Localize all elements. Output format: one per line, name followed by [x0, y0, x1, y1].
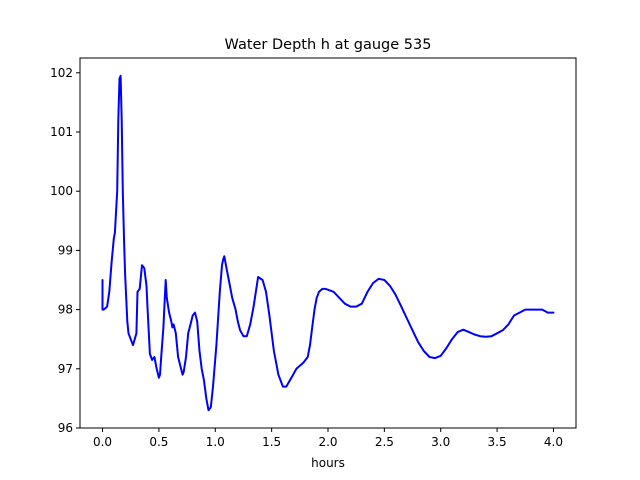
- x-tick-label: 4.0: [544, 435, 563, 449]
- x-tick-label: 3.0: [431, 435, 450, 449]
- y-tick-label: 100: [50, 184, 73, 198]
- y-tick-label: 98: [58, 303, 73, 317]
- x-tick-label: 0.0: [93, 435, 112, 449]
- x-tick-label: 2.5: [375, 435, 394, 449]
- x-tick-label: 2.0: [318, 435, 337, 449]
- x-tick-label: 1.0: [206, 435, 225, 449]
- x-tick-label: 0.5: [149, 435, 168, 449]
- x-tick-label: 1.5: [262, 435, 281, 449]
- plot-area: [101, 74, 555, 412]
- y-tick-label: 102: [50, 66, 73, 80]
- y-tick-label: 96: [58, 421, 73, 435]
- y-axis: 96 97 98 99 100 101 102: [50, 66, 80, 435]
- x-tick-label: 3.5: [488, 435, 507, 449]
- series-line: [101, 74, 555, 412]
- y-tick-label: 101: [50, 125, 73, 139]
- x-axis-label: hours: [311, 456, 345, 470]
- y-tick-label: 97: [58, 362, 73, 376]
- chart-title: Water Depth h at gauge 535: [225, 37, 432, 53]
- x-axis: 0.0 0.5 1.0 1.5 2.0 2.5 3.0 3.5 4.0: [93, 428, 563, 449]
- y-tick-label: 99: [58, 243, 73, 257]
